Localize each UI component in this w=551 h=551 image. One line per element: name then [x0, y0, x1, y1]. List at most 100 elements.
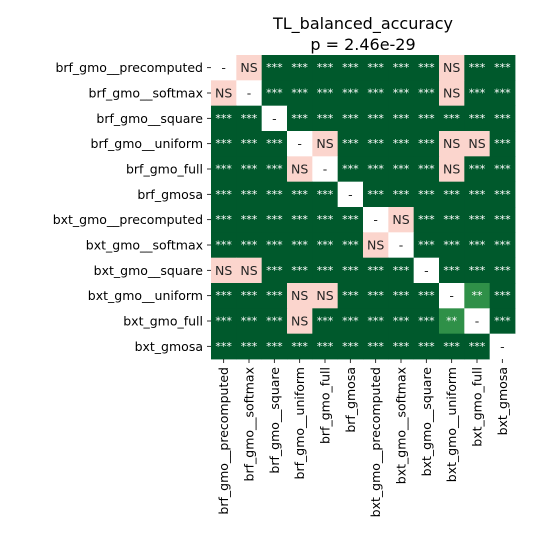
heatmap-cell — [211, 333, 237, 360]
heatmap-cell — [287, 80, 313, 107]
cell-label: NS — [291, 314, 308, 329]
cell-label: *** — [317, 87, 334, 100]
heatmap-cell — [287, 232, 313, 259]
cell-label: *** — [443, 264, 460, 277]
heatmap-cell — [287, 105, 313, 132]
y-tick-label: brf_gmo__precomputed — [55, 60, 203, 75]
heatmap-cell — [287, 55, 313, 81]
heatmap-cell — [211, 105, 237, 132]
heatmap-cell — [337, 80, 364, 107]
cell-label: *** — [266, 188, 283, 201]
heatmap-cell — [413, 105, 440, 132]
heatmap-cell — [261, 80, 288, 107]
cell-label: *** — [342, 87, 359, 100]
heatmap-cell — [236, 131, 263, 157]
heatmap-cell — [489, 80, 516, 107]
cell-label: *** — [241, 163, 258, 176]
cell-label: - — [500, 339, 505, 354]
heatmap-cell — [388, 131, 415, 157]
cell-label: *** — [443, 188, 460, 201]
heatmap-cell — [236, 80, 263, 107]
cell-label: NS — [215, 263, 232, 278]
heatmap-cell — [388, 232, 415, 259]
cell-label: - — [247, 86, 252, 101]
cell-label: *** — [393, 340, 410, 353]
cell-label: *** — [317, 340, 334, 353]
cell-label: *** — [494, 239, 511, 252]
heatmap-cell — [287, 283, 313, 309]
heatmap-cell — [312, 308, 339, 335]
x-tick-label: bxt_gmo__precomputed — [368, 367, 383, 517]
heatmap-cell — [489, 156, 516, 183]
cell-label: *** — [418, 137, 435, 150]
heatmap-cell — [312, 80, 339, 107]
heatmap-cell — [464, 333, 491, 360]
heatmap-cell — [312, 181, 339, 208]
heatmap-cell — [287, 131, 313, 157]
heatmap-cell — [413, 181, 440, 208]
cell-label: *** — [443, 239, 460, 252]
heatmap-cell — [363, 80, 389, 107]
heatmap-cell — [464, 207, 491, 233]
heatmap-cell — [236, 333, 263, 360]
cell-label: NS — [443, 86, 460, 101]
y-tick-label: brf_gmo__softmax — [89, 86, 203, 101]
heatmap-cell — [413, 55, 440, 81]
heatmap-cell — [312, 131, 339, 157]
cell-label: *** — [469, 61, 486, 74]
heatmap-cell — [413, 232, 440, 259]
x-tick-label: brf_gmo__precomputed — [216, 367, 231, 515]
heatmap-cell — [439, 131, 465, 157]
heatmap-cell — [261, 55, 288, 81]
heatmap-cell — [439, 80, 465, 107]
cell-label: *** — [291, 87, 308, 100]
y-tick-labels: brf_gmo__precomputed brf_gmo__softmax brf_… — [53, 60, 211, 354]
heatmap-cell — [337, 232, 364, 259]
cell-label: *** — [317, 315, 334, 328]
heatmap-cell — [363, 232, 389, 259]
heatmap-cell — [312, 232, 339, 259]
cell-label: NS — [468, 136, 485, 151]
cell-label: *** — [393, 112, 410, 125]
heatmap-cell — [413, 131, 440, 157]
y-tick-label: brf_gmo_full — [126, 162, 203, 177]
cell-label: *** — [215, 112, 232, 125]
heatmap-cell — [287, 181, 313, 208]
cell-label: *** — [266, 289, 283, 302]
cell-label: *** — [342, 340, 359, 353]
cell-label: *** — [317, 112, 334, 125]
heatmap-cell — [287, 257, 313, 284]
heatmap-cell — [211, 80, 237, 107]
heatmap-cell — [413, 257, 440, 284]
cell-label: *** — [266, 137, 283, 150]
cell-label: *** — [317, 188, 334, 201]
cell-label: *** — [215, 239, 232, 252]
heatmap-cell — [363, 156, 389, 183]
cell-label: *** — [215, 315, 232, 328]
heatmap-cell — [261, 257, 288, 284]
heatmap-cell — [489, 283, 516, 309]
cell-label: *** — [418, 315, 435, 328]
heatmap-cell — [236, 181, 263, 208]
heatmap-cell — [261, 105, 288, 132]
cell-label: NS — [443, 162, 460, 177]
cell-label: NS — [367, 238, 384, 253]
cell-label: *** — [494, 213, 511, 226]
x-tick-label: bxt_gmo__square — [419, 367, 434, 477]
y-tick-label: bxt_gmo__precomputed — [53, 212, 203, 227]
cell-label: NS — [240, 263, 257, 278]
cell-label: *** — [317, 213, 334, 226]
heatmap-cell — [439, 232, 465, 259]
cell-label: *** — [342, 137, 359, 150]
cell-label: *** — [443, 213, 460, 226]
heatmap-cell — [236, 232, 263, 259]
cell-label: *** — [494, 289, 511, 302]
heatmap-cell — [337, 308, 364, 335]
heatmap-cell — [337, 207, 364, 233]
heatmap-cell — [312, 283, 339, 309]
heatmap-cell — [363, 207, 389, 233]
cell-label: - — [373, 212, 378, 227]
heatmap-cell — [489, 55, 516, 81]
cell-label: *** — [266, 340, 283, 353]
cell-label: *** — [241, 112, 258, 125]
